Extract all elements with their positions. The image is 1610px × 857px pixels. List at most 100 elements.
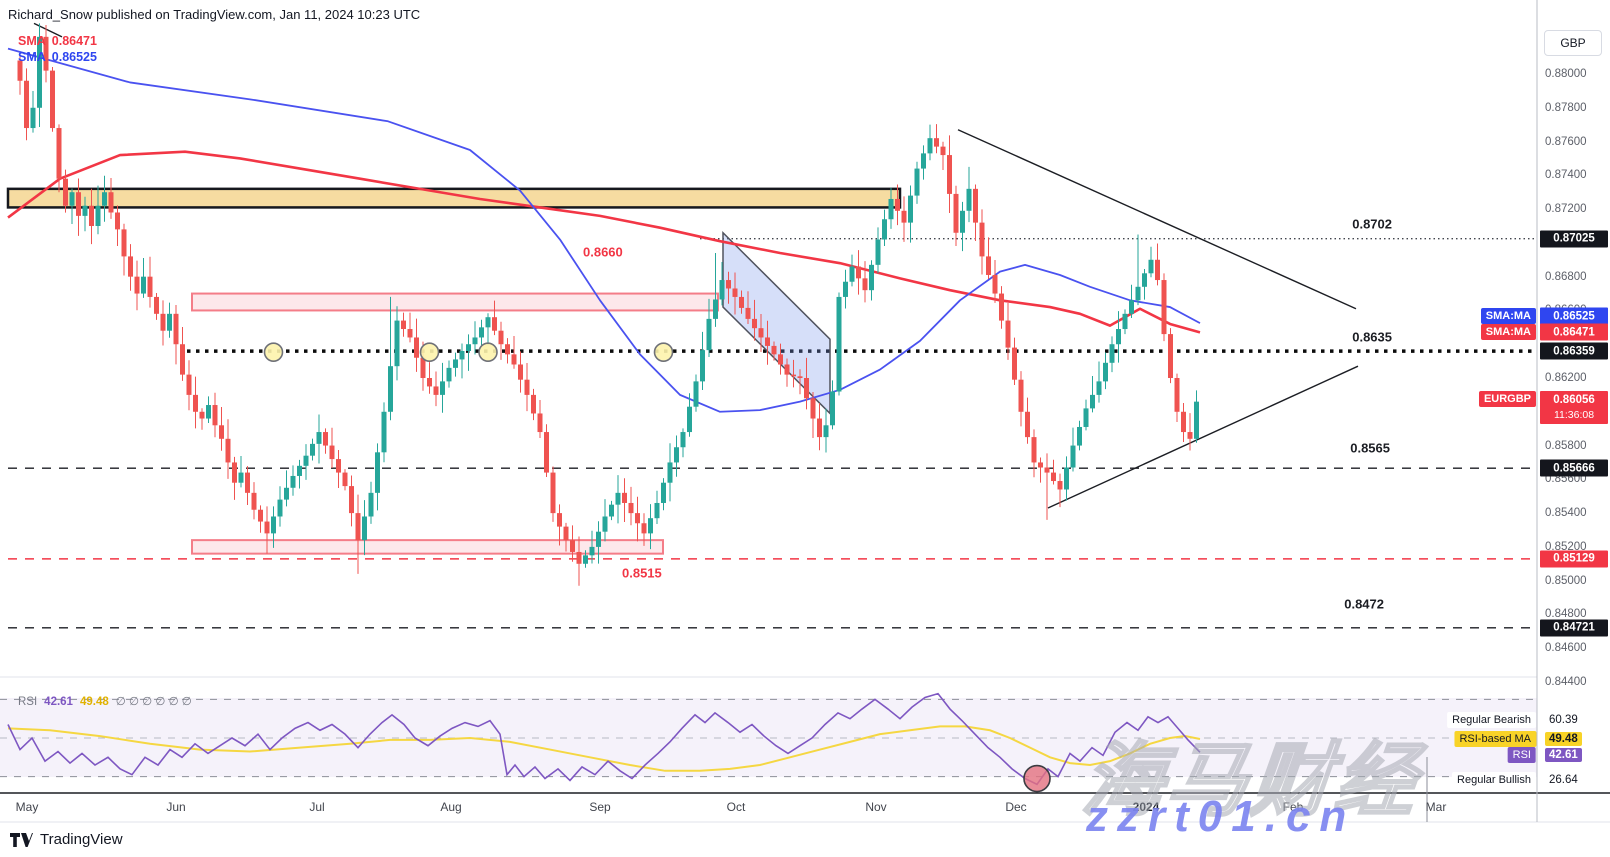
time-axis-month[interactable]: 2024 bbox=[1132, 800, 1160, 814]
candle-body bbox=[1057, 481, 1063, 490]
rsi-ma-line bbox=[7, 725, 1201, 772]
price-axis-tick: 0.85000 bbox=[1545, 574, 1587, 587]
candle-body bbox=[453, 359, 458, 368]
candle-body bbox=[108, 192, 114, 213]
candle-body bbox=[89, 205, 94, 227]
sma-red-value: 0.86471 bbox=[51, 34, 97, 48]
rsi-line bbox=[7, 692, 1201, 786]
candle-body bbox=[518, 364, 523, 380]
candle-body bbox=[433, 386, 439, 395]
candle-body bbox=[563, 526, 569, 541]
candle-body bbox=[778, 354, 783, 365]
price-level-axis-label: 0.87025 bbox=[1540, 230, 1608, 248]
candle-body bbox=[934, 138, 939, 147]
sma-legend-red[interactable]: SMA 0.86471 bbox=[18, 34, 97, 48]
candle-body bbox=[1012, 347, 1017, 380]
candle-body bbox=[940, 146, 946, 156]
candle-body bbox=[628, 502, 634, 514]
candle-body bbox=[635, 513, 640, 524]
candle-body bbox=[63, 178, 68, 206]
candle-body bbox=[479, 327, 484, 338]
bar-countdown: 11:36:08 bbox=[1553, 409, 1595, 422]
candle-body bbox=[147, 276, 153, 297]
candle-body bbox=[661, 482, 666, 503]
candle-body bbox=[505, 344, 510, 355]
key-level-text: 0.8635 bbox=[1352, 329, 1392, 345]
candle-body bbox=[349, 486, 354, 514]
candle-body bbox=[394, 320, 400, 367]
candle-body bbox=[739, 296, 744, 308]
supply-zone-0.8660 bbox=[191, 292, 719, 312]
level-touch-circle bbox=[419, 342, 440, 362]
time-axis-month[interactable]: Mar bbox=[1425, 800, 1447, 814]
time-axis-month[interactable]: Sep bbox=[589, 800, 611, 814]
candle-body bbox=[537, 413, 543, 433]
trendline bbox=[957, 129, 1357, 310]
candle-body bbox=[316, 432, 322, 444]
candle-body bbox=[596, 531, 601, 547]
candle-body bbox=[1064, 467, 1069, 490]
candle-body bbox=[791, 374, 796, 377]
candle-body bbox=[245, 472, 250, 493]
rsi-indicator-legend[interactable]: RSI 42.61 49.48 ∅ ∅ ∅ ∅ ∅ ∅ bbox=[18, 694, 199, 708]
candle-body bbox=[524, 379, 530, 395]
time-axis-month[interactable]: Jul bbox=[309, 800, 325, 814]
time-axis-month[interactable]: Jun bbox=[166, 800, 186, 814]
rsi-axis-tag-name: Regular Bullish bbox=[1452, 772, 1536, 788]
candle-body bbox=[531, 394, 536, 414]
price-axis-tick: 0.85800 bbox=[1545, 439, 1587, 452]
candle-body bbox=[784, 364, 790, 375]
currency-toggle-button[interactable]: GBP bbox=[1544, 30, 1602, 56]
sma-legend-blue[interactable]: SMA 0.86525 bbox=[18, 50, 97, 64]
tradingview-logo[interactable]: TradingView bbox=[10, 831, 123, 848]
candle-body bbox=[440, 381, 445, 395]
candle-body bbox=[914, 168, 920, 196]
candle-body bbox=[999, 293, 1004, 321]
candle-body bbox=[485, 317, 491, 328]
price-level-axis-label: 0.86359 bbox=[1540, 342, 1608, 360]
time-axis-month[interactable]: Dec bbox=[1005, 800, 1027, 814]
sma-slow-line bbox=[7, 150, 1201, 334]
time-axis-month[interactable]: Aug bbox=[440, 800, 462, 814]
candle-body bbox=[856, 266, 861, 279]
candle-body bbox=[602, 516, 608, 532]
candle-body bbox=[758, 328, 764, 338]
price-axis-tick: 0.85200 bbox=[1545, 540, 1587, 553]
candle-body bbox=[921, 153, 926, 169]
candle-body bbox=[836, 296, 842, 392]
candle-body bbox=[206, 405, 211, 419]
candle-body bbox=[771, 345, 777, 355]
resistance-zone-0.8720 bbox=[6, 187, 902, 209]
candle-body bbox=[843, 281, 848, 297]
last-price-label: 0.86056 11:36:08 bbox=[1540, 391, 1608, 424]
series-axis-tag-value: 0.86525 bbox=[1540, 307, 1608, 325]
series-axis-tag-value: 0.86471 bbox=[1540, 323, 1608, 341]
candle-body bbox=[199, 411, 205, 419]
candle-body bbox=[687, 406, 692, 433]
candle-body bbox=[667, 462, 673, 483]
candle-body bbox=[888, 198, 894, 220]
candle-body bbox=[719, 280, 725, 300]
rsi-axis-tag-value: 60.39 bbox=[1549, 714, 1578, 726]
candle-body bbox=[648, 518, 653, 534]
rsi-divergence-circle bbox=[1023, 764, 1051, 793]
candle-body bbox=[258, 509, 263, 522]
time-axis-month[interactable]: Feb bbox=[1282, 800, 1304, 814]
candle-body bbox=[1109, 344, 1115, 363]
price-level-axis-label: 0.85129 bbox=[1540, 550, 1608, 568]
time-axis-month[interactable]: May bbox=[15, 800, 39, 814]
candle-body bbox=[128, 256, 133, 277]
candle-body bbox=[1161, 280, 1167, 335]
candle-body bbox=[264, 521, 270, 534]
sma-red-label: SMA bbox=[18, 34, 46, 48]
candle-body bbox=[251, 492, 257, 510]
candle-body bbox=[407, 329, 413, 338]
candle-body bbox=[875, 239, 881, 265]
time-axis-month[interactable]: Nov bbox=[865, 800, 887, 814]
candle-body bbox=[186, 374, 192, 395]
level-touch-circle bbox=[653, 342, 674, 362]
time-axis-month[interactable]: Oct bbox=[726, 800, 746, 814]
price-level-axis-label: 0.84721 bbox=[1540, 619, 1608, 637]
candle-body bbox=[193, 394, 198, 412]
